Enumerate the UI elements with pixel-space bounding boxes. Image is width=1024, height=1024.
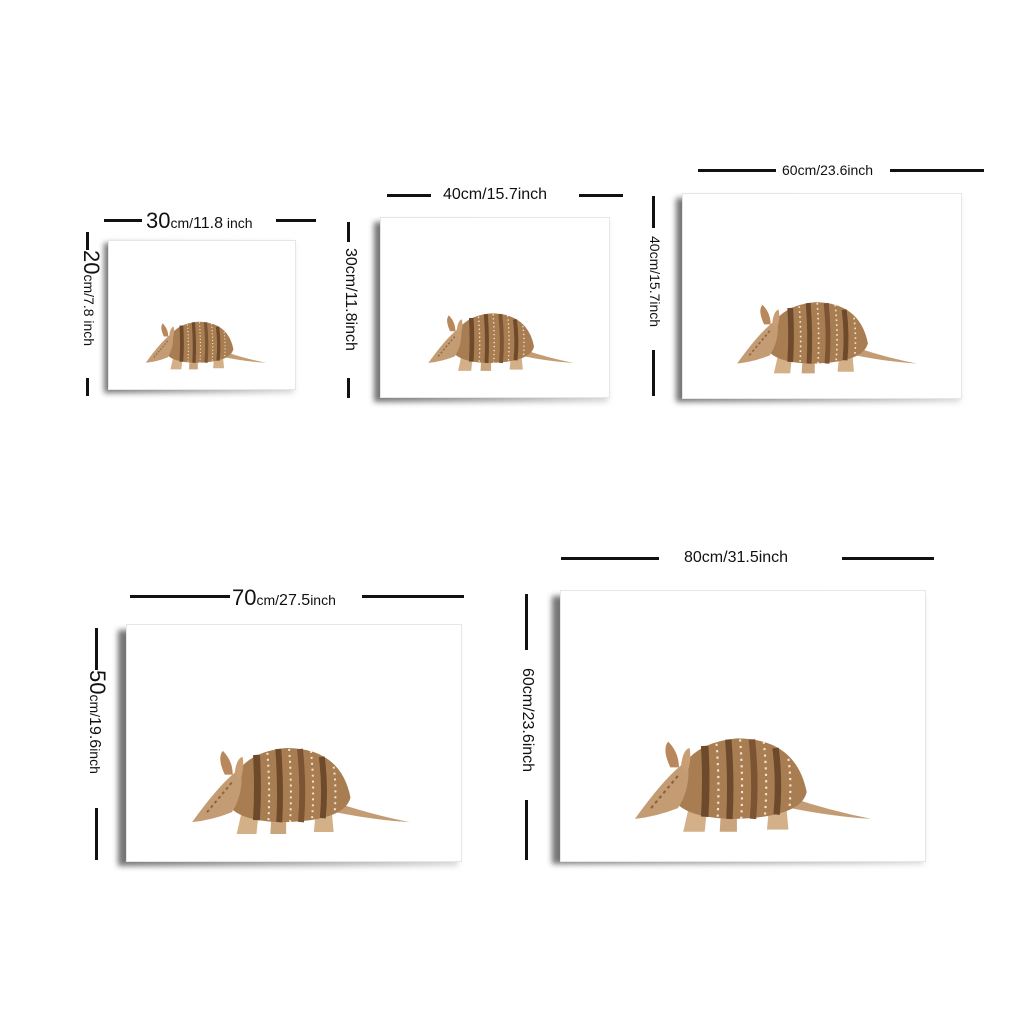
width-dimension-line (698, 169, 776, 172)
dimension-unit: inch (87, 748, 103, 774)
width-dimension-line (890, 169, 984, 172)
width-dimension-label: 30cm/11.8 inch (146, 210, 253, 232)
dimension-number: 20 (79, 250, 104, 275)
dimension-number: 70 (232, 585, 257, 610)
height-dimension-label: 20cm/7.8 inch (79, 250, 104, 347)
width-dimension-label: 70cm/27.5inch (232, 587, 336, 609)
width-dimension-line (842, 557, 934, 560)
dimension-unit: cm/ (256, 592, 280, 608)
canvas-frame (380, 217, 610, 398)
armadillo-icon (629, 733, 877, 835)
width-dimension-label: 80cm/31.5inch (684, 549, 789, 566)
height-dimension-line (86, 378, 89, 396)
height-dimension-line (86, 232, 89, 250)
width-dimension-line (362, 595, 464, 598)
armadillo-icon (187, 743, 415, 837)
dimension-number: 50 (85, 670, 110, 695)
height-dimension-line (95, 628, 98, 670)
dimension-unit: inch (223, 215, 253, 231)
width-dimension-label: 60cm/23.6inch (782, 162, 874, 178)
dimension-unit: inch (81, 316, 97, 347)
height-dimension-line (95, 808, 98, 860)
width-dimension-line (561, 557, 659, 560)
height-dimension-line (652, 350, 655, 396)
height-dimension-line (347, 222, 350, 242)
height-dimension-label: 40cm/15.7inch (647, 236, 663, 328)
canvas-frame (108, 240, 296, 390)
dimension-number: 7.8 (81, 297, 97, 317)
dimension-number: 19.6 (86, 717, 103, 749)
height-dimension-line (525, 800, 528, 860)
height-dimension-line (347, 378, 350, 398)
dimension-number: 30 (146, 208, 171, 233)
canvas-frame (126, 624, 462, 862)
dimension-number: 11.8 (193, 215, 223, 232)
dimension-number: 27.5 (279, 592, 311, 609)
armadillo-icon (143, 319, 269, 372)
width-dimension-line (104, 219, 142, 222)
height-dimension-label: 30cm/11.8inch (342, 248, 359, 351)
canvas-frame (560, 590, 926, 862)
height-dimension-line (652, 196, 655, 228)
armadillo-icon (733, 298, 921, 376)
height-dimension-label: 60cm/23.6inch (519, 668, 536, 773)
dimension-unit: cm/ (87, 694, 103, 718)
armadillo-icon (425, 310, 577, 373)
width-dimension-label: 40cm/15.7inch (443, 186, 548, 203)
width-dimension-line (130, 595, 230, 598)
height-dimension-line (525, 594, 528, 650)
height-dimension-label: 50cm/19.6inch (85, 670, 110, 774)
dimension-unit: cm/ (81, 274, 97, 298)
width-dimension-line (579, 194, 623, 197)
dimension-unit: cm/ (170, 215, 194, 231)
width-dimension-line (276, 219, 316, 222)
width-dimension-line (387, 194, 431, 197)
canvas-frame (682, 193, 962, 399)
dimension-unit: inch (310, 592, 336, 608)
